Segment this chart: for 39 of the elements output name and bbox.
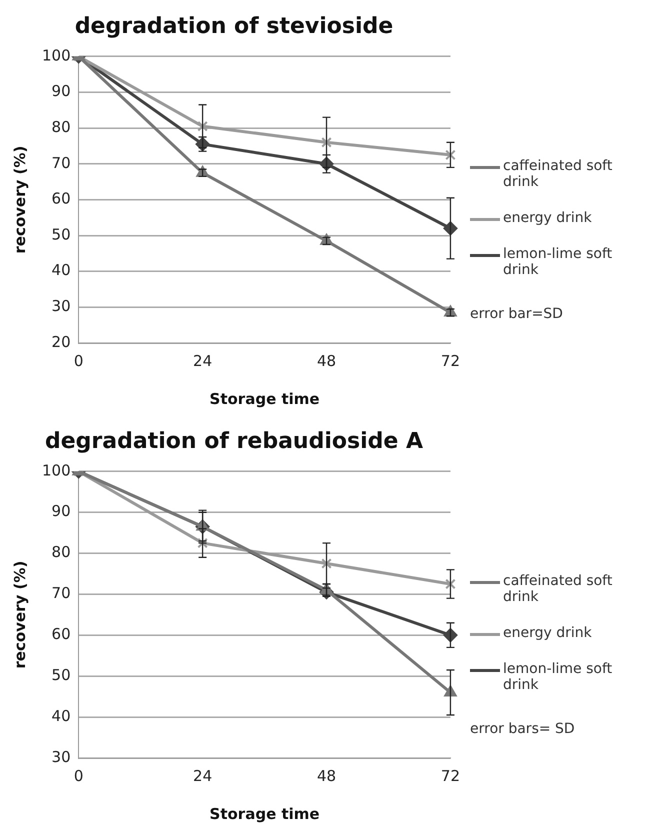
y-tick-label: 70	[52, 584, 71, 602]
x-tick-label: 72	[440, 352, 460, 370]
y-tick-label: 100	[42, 46, 71, 64]
x-tick-label: 72	[440, 766, 460, 785]
text: error bars= SD	[470, 721, 576, 737]
y-tick-label: 40	[52, 706, 71, 725]
legend-label: caffeinated soft drink	[503, 158, 614, 190]
x-tick-label: 24	[193, 352, 212, 370]
y-axis-title: recovery (%)	[10, 146, 29, 254]
legend-label: lemon-lime soft drink	[503, 246, 614, 278]
legend-label: lemon-lime soft drink	[503, 661, 614, 693]
x-tick-label: 0	[74, 766, 84, 785]
y-tick-label: 20	[52, 332, 71, 351]
y-axis-title: recovery (%)	[10, 560, 29, 669]
chart-title: degradation of stevioside	[74, 14, 394, 39]
y-tick-label: 90	[52, 502, 71, 520]
y-tick-label: 30	[52, 748, 71, 766]
x-axis-title: Storage time	[210, 390, 320, 408]
y-tick-label: 80	[52, 543, 71, 562]
x-axis-title: Storage time	[210, 804, 320, 823]
x-tick-label: 48	[316, 766, 336, 785]
y-tick-label: 40	[52, 261, 71, 280]
text: error bar=SD	[470, 306, 564, 322]
legend-label: caffeinated soft drink	[503, 573, 614, 605]
y-tick-label: 60	[52, 625, 71, 644]
y-tick-label: 60	[52, 190, 71, 208]
x-tick-label: 24	[193, 766, 212, 785]
y-tick-label: 30	[52, 297, 71, 316]
y-tick-label: 100	[42, 461, 71, 480]
y-tick-label: 80	[52, 118, 71, 136]
y-tick-label: 90	[52, 82, 71, 100]
y-tick-label: 50	[52, 666, 71, 684]
chart-title: degradation of rebaudioside A	[45, 428, 423, 454]
y-tick-label: 50	[52, 225, 71, 244]
y-tick-label: 70	[52, 154, 71, 172]
x-tick-label: 48	[316, 352, 336, 370]
legend-label: energy drink	[503, 210, 593, 226]
x-tick-label: 0	[74, 352, 84, 370]
legend-label: energy drink	[503, 625, 593, 641]
